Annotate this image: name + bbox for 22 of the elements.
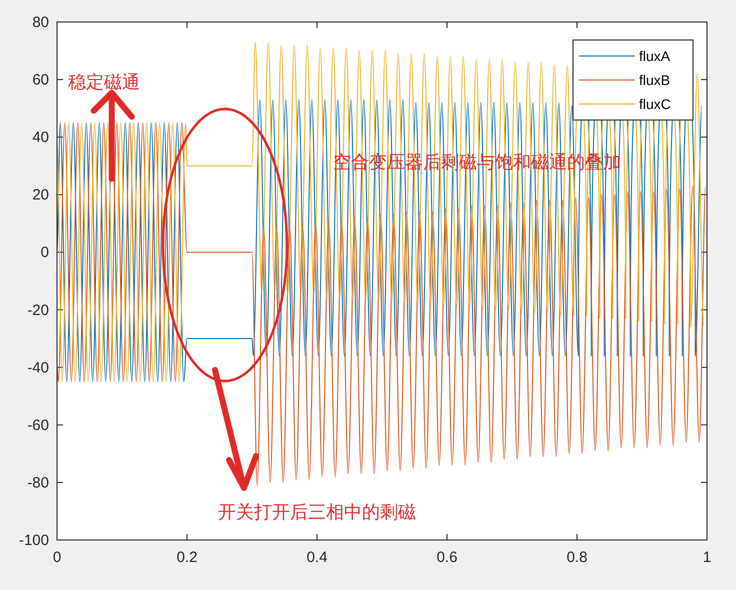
legend-label: fluxA — [639, 48, 671, 64]
y-tick-label: 80 — [32, 14, 49, 31]
y-tick-label: -60 — [27, 416, 49, 434]
y-tick-label: -100 — [18, 532, 49, 549]
x-tick-label: 0.2 — [176, 549, 198, 566]
line-series — [56, 122, 706, 486]
y-tick-label: -20 — [27, 302, 49, 319]
annotation: 稳定磁通 — [68, 72, 140, 92]
y-tick-label: 40 — [32, 129, 49, 146]
y-tick-label: 0 — [40, 244, 49, 262]
legend-label: fluxB — [639, 72, 670, 88]
x-tick-label: 0.4 — [306, 549, 328, 566]
legend-label: fluxC — [639, 96, 671, 112]
x-tick-label: 1 — [702, 549, 712, 566]
y-tick-label: -80 — [27, 474, 49, 492]
y-tick-label: -40 — [27, 359, 49, 376]
x-tick-label: 0.8 — [566, 549, 588, 566]
y-tick-label: 60 — [32, 72, 49, 89]
y-tick-label: 20 — [32, 186, 49, 204]
x-tick-label: 0 — [52, 549, 62, 566]
annotation: 开关打开后三相中的剩磁 — [218, 502, 416, 522]
x-tick-label: 0.6 — [436, 549, 458, 566]
